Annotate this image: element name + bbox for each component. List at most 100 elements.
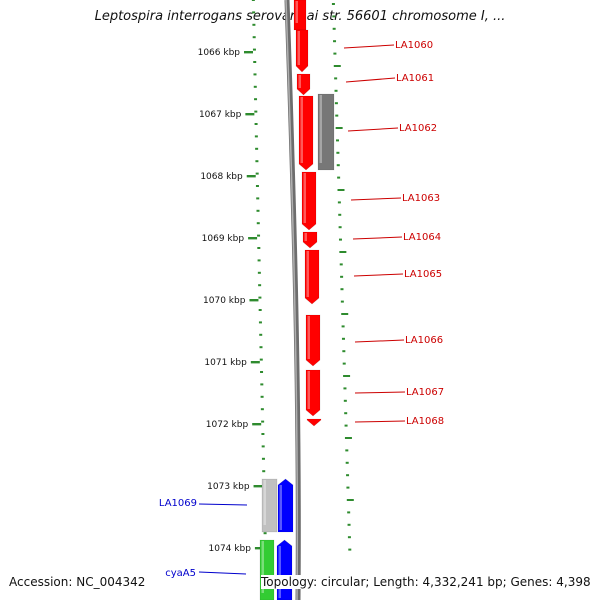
scale-major-tick <box>248 237 258 240</box>
gene-leader-line <box>345 77 396 83</box>
gene-block-light-gray[interactable] <box>261 478 278 533</box>
gene-label[interactable]: LA1067 <box>406 387 444 398</box>
strand-minor-tick <box>343 399 347 402</box>
gene-block-gray[interactable] <box>317 93 335 171</box>
gene-shine <box>279 485 282 530</box>
gene-arrow-red[interactable] <box>305 314 321 367</box>
gene-leader-line <box>354 420 406 423</box>
scale-minor-tick <box>252 48 256 51</box>
scale-minor-tick <box>254 135 258 138</box>
gene-label[interactable]: LA1061 <box>396 73 434 84</box>
gene-arrow-red[interactable] <box>305 369 321 417</box>
scale-minor-tick <box>260 395 264 398</box>
scale-label: 1071 kbp <box>204 358 247 368</box>
scale-minor-tick <box>261 433 265 435</box>
scale-minor-tick <box>261 420 265 423</box>
scale-minor-tick <box>254 123 258 125</box>
scale-minor-tick <box>257 271 261 274</box>
gene-leader-line <box>198 571 247 575</box>
scale-minor-tick <box>256 197 260 200</box>
strand-minor-tick <box>338 213 342 216</box>
gene-label[interactable]: LA1064 <box>403 232 441 243</box>
scale-minor-tick <box>252 36 256 39</box>
strand-minor-tick <box>334 77 338 80</box>
strand-major-tick <box>341 313 349 315</box>
strand-minor-tick <box>345 461 349 464</box>
gene-shine <box>297 31 300 65</box>
scale-minor-tick <box>254 98 258 101</box>
gene-label[interactable]: LA1066 <box>405 335 443 346</box>
strand-minor-tick <box>348 548 352 551</box>
gene-shine <box>319 95 322 163</box>
gene-leader-line <box>347 127 399 132</box>
strand-minor-tick <box>332 15 336 18</box>
gene-arrow-red[interactable] <box>302 231 318 249</box>
strand-minor-tick <box>332 27 336 30</box>
gene-arrow-red[interactable] <box>295 29 309 73</box>
gene-label[interactable]: LA1062 <box>399 123 437 134</box>
strand-minor-tick <box>346 474 350 477</box>
strand-minor-tick <box>334 89 338 92</box>
gene-shine <box>303 173 306 223</box>
scale-minor-tick <box>261 457 265 460</box>
scale-minor-tick <box>252 11 256 14</box>
scale-label: 1072 kbp <box>206 420 249 430</box>
strand-minor-tick <box>346 486 350 489</box>
strand-minor-tick <box>344 412 348 415</box>
scale-minor-tick <box>262 470 266 473</box>
gene-arrow-red[interactable] <box>296 73 311 96</box>
strand-minor-tick <box>341 325 345 328</box>
scale-label: 1073 kbp <box>207 482 250 492</box>
scale-minor-tick <box>252 23 256 26</box>
genome-summary-text: Topology: circular; Length: 4,332,241 bp… <box>261 575 591 589</box>
gene-label[interactable]: LA1065 <box>404 269 442 280</box>
strand-minor-tick <box>341 337 345 340</box>
scale-major-tick <box>245 113 255 116</box>
scale-minor-tick <box>256 209 260 212</box>
gene-arrow-red[interactable] <box>304 249 320 305</box>
gene-arrow-red[interactable] <box>298 95 314 171</box>
strand-minor-tick <box>333 52 337 55</box>
strand-minor-tick <box>343 387 347 390</box>
strand-minor-tick <box>334 102 338 105</box>
strand-minor-tick <box>336 164 340 167</box>
gene-leader-line <box>343 44 395 49</box>
scale-minor-tick <box>253 73 257 76</box>
gene-label[interactable]: LA1063 <box>402 193 440 204</box>
scale-minor-tick <box>259 346 263 349</box>
chromosome-backbone-highlight <box>285 0 299 600</box>
gene-shine <box>298 75 301 88</box>
gene-arrow-red[interactable] <box>301 171 317 231</box>
gene-leader-line <box>352 236 403 240</box>
gene-arrow-blue[interactable] <box>277 478 294 533</box>
scale-minor-tick <box>254 110 258 113</box>
scale-minor-tick <box>260 408 264 411</box>
scale-minor-tick <box>259 358 263 361</box>
strand-minor-tick <box>342 362 346 365</box>
gene-shine <box>278 546 281 598</box>
gene-shine <box>304 233 307 241</box>
gene-label[interactable]: cyaA5 <box>165 568 196 579</box>
strand-minor-tick <box>331 3 335 5</box>
gene-shine <box>306 251 309 297</box>
gene-label[interactable]: LA1060 <box>395 40 433 51</box>
scale-minor-tick <box>257 247 261 249</box>
strand-minor-tick <box>333 40 337 43</box>
strand-minor-tick <box>335 114 339 117</box>
chromosome-backbone <box>284 0 301 600</box>
strand-major-tick <box>344 437 352 439</box>
strand-minor-tick <box>342 350 346 353</box>
gene-leader-line <box>354 339 405 343</box>
strand-minor-tick <box>337 176 341 179</box>
gene-label[interactable]: LA1069 <box>159 498 197 509</box>
scale-minor-tick <box>257 259 261 262</box>
gene-arrow-red[interactable] <box>306 418 322 427</box>
gene-leader-line <box>198 503 248 506</box>
gene-label[interactable]: LA1068 <box>406 416 444 427</box>
strand-minor-tick <box>347 536 351 539</box>
scale-major-tick <box>249 299 259 302</box>
strand-major-tick <box>343 375 351 377</box>
scale-label: 1074 kbp <box>209 544 252 554</box>
scale-minor-tick <box>261 445 265 448</box>
